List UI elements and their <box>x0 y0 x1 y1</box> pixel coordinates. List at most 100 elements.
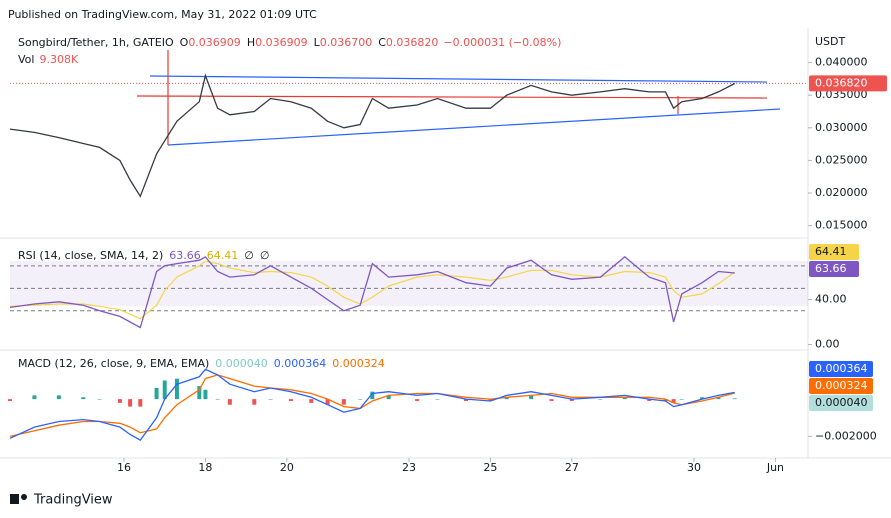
histogram-bar <box>154 387 159 400</box>
histogram-bar <box>128 399 133 407</box>
value-badge <box>809 361 873 377</box>
histogram-bar <box>81 397 86 400</box>
x-tick-label: 25 <box>483 461 497 474</box>
rsi-extra: ∅ <box>244 249 254 262</box>
histogram-bar <box>174 378 179 400</box>
histogram-bar <box>117 399 122 403</box>
histogram-bar <box>325 399 330 405</box>
y-tick-label: 0.015000 <box>815 219 868 232</box>
value-badge-label: 64.41 <box>815 245 847 258</box>
histogram-bar <box>197 386 202 400</box>
histogram-bar <box>227 399 232 405</box>
vol-value: 9.308K <box>39 53 78 66</box>
histogram-bar <box>252 399 257 405</box>
x-tick-label: 23 <box>402 461 416 474</box>
histogram-bar <box>622 397 627 400</box>
vol-label: Vol <box>18 53 34 66</box>
y-tick-label: 0.030000 <box>815 121 868 134</box>
histogram-bar <box>56 395 61 400</box>
hist-value: 0.000040 <box>215 357 268 370</box>
y-tick-label: 40.00 <box>815 293 847 306</box>
histogram-bar <box>464 399 468 401</box>
x-tick-label: 20 <box>280 461 294 474</box>
histogram-bar <box>504 397 509 400</box>
y-tick-label: −0.002000 <box>815 429 877 442</box>
trendline <box>149 75 768 83</box>
volume-legend: Vol 9.308K <box>18 53 79 66</box>
rsi-value: 63.66 <box>169 249 201 262</box>
value-badge <box>809 378 873 394</box>
histogram-bar <box>215 399 220 400</box>
histogram-bar <box>716 397 721 400</box>
histogram-bar <box>138 399 143 407</box>
histogram-bar <box>415 399 420 401</box>
y-tick-label: 0.040000 <box>815 56 868 69</box>
histogram-bar <box>598 399 603 400</box>
ohlc-value: 0.036700 <box>320 36 373 49</box>
histogram-bar <box>647 399 652 401</box>
histogram-bar <box>341 399 346 405</box>
brand-logo <box>10 494 27 504</box>
ohlc-label: L <box>314 36 321 49</box>
currency: USDT <box>815 35 846 48</box>
histogram-bar <box>679 399 684 400</box>
histogram-bar <box>732 398 737 400</box>
value-badge-label: 0.000040 <box>815 396 868 409</box>
histogram-bar <box>309 399 314 403</box>
histogram-bar <box>358 399 363 400</box>
value-badge-label: 63.66 <box>815 262 847 275</box>
ohlc-value: 0.036909 <box>188 36 241 49</box>
value-badge-label: 0.000364 <box>815 362 868 375</box>
histogram-bar <box>203 389 208 400</box>
last-price-label: 0.036820 <box>815 76 868 89</box>
x-tick-label: 27 <box>565 461 579 474</box>
ohlc-label: H <box>247 36 255 49</box>
macd-line <box>9 368 735 441</box>
published-note: Published on TradingView.com, May 31, 20… <box>8 8 317 21</box>
value-badge <box>809 395 873 411</box>
trendline <box>167 108 781 146</box>
histogram-bar <box>435 399 440 400</box>
legend: Songbird/Tether, 1h, GATEIO O0.036909 H 0.0… <box>18 36 561 49</box>
histogram-bar <box>370 391 375 400</box>
rsi-title: RSI (14, close, SMA, 14, 2) <box>18 249 163 262</box>
ohlc-label: C <box>378 36 386 49</box>
y-tick-label: 0.035000 <box>815 88 868 101</box>
x-tick-label: 30 <box>687 461 701 474</box>
value-badge <box>809 261 859 277</box>
histogram-bar <box>700 397 705 400</box>
histogram-bar <box>529 395 534 400</box>
x-tick-label: 16 <box>117 461 131 474</box>
macd-legend: MACD (12, 26, close, 9, EMA, EMA) 0.00004… <box>18 357 385 370</box>
histogram-bar <box>488 399 493 401</box>
rsi-ma-value: 64.41 <box>207 249 239 262</box>
y-tick-label: 0.00 <box>815 337 840 350</box>
ohlc-value: 0.036820 <box>386 36 439 49</box>
ohlc-label: O <box>180 36 189 49</box>
macd-value: 0.000364 <box>274 357 327 370</box>
y-tick-label: 0.025000 <box>815 153 868 166</box>
rsi-band <box>10 261 808 306</box>
histogram-bar <box>97 399 102 400</box>
y-tick-label: 0.020000 <box>815 186 868 199</box>
rsi-extra: ∅ <box>260 249 270 262</box>
histogram-bar <box>671 399 676 403</box>
horizontal-line <box>136 95 768 99</box>
histogram-bar <box>8 399 12 401</box>
rsi-line <box>9 256 735 329</box>
price-line <box>9 73 735 198</box>
x-tick-label: 18 <box>198 461 212 474</box>
histogram-bar <box>569 399 574 401</box>
x-tick-label: Jun <box>766 461 784 474</box>
histogram-bar <box>162 380 167 400</box>
value-badge-label: 0.000324 <box>815 379 868 392</box>
change: −0.000031 (−0.08%) <box>443 36 561 49</box>
histogram-bar <box>549 399 554 401</box>
histogram-bar <box>268 399 273 400</box>
histogram-bar <box>288 399 293 401</box>
value-badge <box>809 244 859 260</box>
signal-value: 0.000324 <box>332 357 385 370</box>
histogram-bar <box>663 399 668 401</box>
symbol: Songbird/Tether, 1h, GATEIO <box>18 36 174 49</box>
